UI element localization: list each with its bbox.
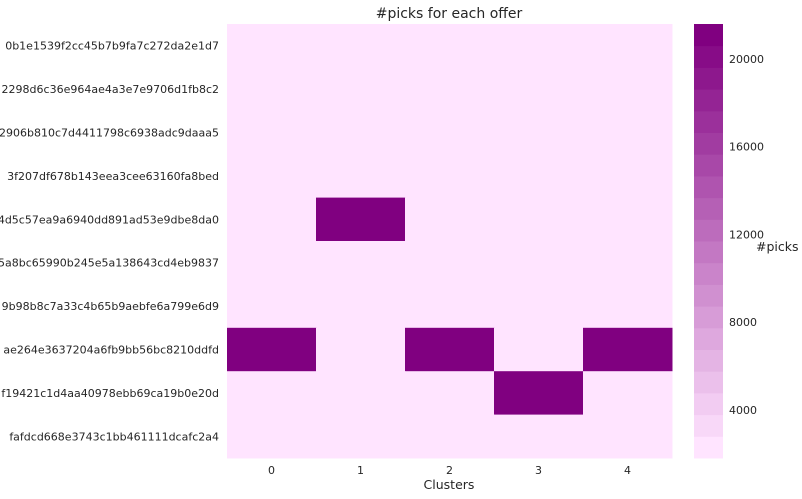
heatmap-cell [583,67,673,112]
colorbar-tick-label: 20000 [729,53,764,66]
x-tick-label: 2 [446,464,453,477]
colorbar-tick-label: 4000 [729,404,757,417]
colorbar-step [694,197,723,220]
heatmap-cell [227,284,317,329]
colorbar-step [694,24,723,47]
colorbar-step [694,306,723,329]
colorbar-step [694,262,723,285]
heatmap-cell [316,154,406,199]
heatmap-cell [227,371,317,416]
heatmap-cell [494,284,584,329]
y-tick-label: 2906b810c7d4411798c6938adc9daaa5 [0,127,219,140]
heatmap-cell [583,371,673,416]
colorbar-step [694,392,723,416]
colorbar-step [694,284,723,307]
heatmap-cell [405,154,495,199]
heatmap-cell [583,241,673,285]
heatmap-cell [227,67,317,112]
x-tick-label: 1 [357,464,364,477]
colorbar-step [694,436,723,459]
heatmap-cell [405,327,495,372]
heatmap-cell [227,110,317,155]
heatmap-cell [583,197,673,242]
heatmap-cell [494,371,584,416]
heatmap-cell [583,24,673,68]
x-tick-labels: 0 1 2 3 4 [268,464,631,477]
y-tick-label: ae264e3637204a6fb9bb56bc8210ddfd [3,344,219,357]
heatmap-cell [316,24,406,68]
heatmap-cell [316,327,406,372]
colorbar-step [694,67,723,90]
y-tick-labels: 0b1e1539f2cc45b7b9fa7c272da2e1d7 2298d6c3… [0,40,219,444]
colorbar-step [694,89,723,112]
colorbar-step [694,371,723,394]
y-tick-label: f19421c1d4aa40978ebb69ca19b0e20d [1,387,219,400]
heatmap-cell [583,110,673,155]
heatmap-cell [405,284,495,329]
heatmap-cell [316,284,406,329]
heatmap-cell [316,414,406,459]
heatmap-cell [405,197,495,242]
heatmap-cell [227,197,317,242]
colorbar-step [694,349,723,372]
x-axis-label: Clusters [424,477,475,492]
heatmap-cell [583,284,673,329]
colorbar-step [694,175,723,199]
colorbar-step [694,219,723,242]
colorbar-step [694,241,723,264]
heatmap-cell [494,67,584,112]
y-tick-label: 3f207df678b143eea3cee63160fa8bed [7,170,219,183]
heatmap-cell [316,67,406,112]
colorbar-tick-label: 16000 [729,141,764,154]
y-tick-label: 9b98b8c7a33c4b65b9aebfe6a799e6d9 [2,300,219,313]
heatmap-cell [405,67,495,112]
heatmap-cell [583,327,673,372]
heatmap-cell [494,414,584,459]
heatmap-cell [583,154,673,199]
colorbar-label: #picks [756,239,799,254]
y-tick-label: 2298d6c36e964ae4a3e7e9706d1fb8c2 [2,83,219,96]
x-tick-label: 3 [535,464,542,477]
y-tick-label: 0b1e1539f2cc45b7b9fa7c272da2e1d7 [5,40,219,53]
heatmap-cell [494,154,584,199]
colorbar-step [694,327,723,350]
heatmap-cell [316,110,406,155]
heatmap-cell [494,327,584,372]
heatmap-cell [316,241,406,285]
heatmap-cell [405,110,495,155]
heatmap-cell [583,414,673,459]
heatmap-cell [227,414,317,459]
heatmap-cells [227,24,673,459]
heatmap-cell [405,414,495,459]
colorbar-tick-label: 12000 [729,228,764,241]
colorbar-step [694,414,723,437]
colorbar-step [694,132,723,155]
heatmap-cell [316,371,406,416]
heatmap-cell [494,197,584,242]
heatmap-cell [316,197,406,242]
y-tick-label: 4d5c57ea9a6940dd891ad53e9dbe8da0 [0,213,219,226]
y-tick-label: 5a8bc65990b245e5a138643cd4eb9837 [0,257,219,270]
heatmap-cell [405,371,495,416]
heatmap-cell [227,154,317,199]
x-tick-label: 4 [624,464,631,477]
colorbar-step [694,45,723,68]
colorbar-tick-label: 8000 [729,316,757,329]
heatmap-cell [494,110,584,155]
chart-title: #picks for each offer [376,6,523,22]
colorbar-step [694,110,723,133]
y-tick-label: fafdcd668e3743c1bb461111dcafc2a4 [9,430,219,443]
x-tick-label: 0 [268,464,275,477]
colorbar-step [694,154,723,177]
heatmap-cell [405,24,495,68]
heatmap-cell [405,241,495,285]
heatmap-cell [494,241,584,285]
heatmap-cell [227,327,317,372]
colorbar-tick-labels: 4000 8000 12000 16000 20000 [729,53,764,417]
heatmap-cell [494,24,584,68]
heatmap-cell [227,24,317,68]
heatmap-cell [227,241,317,285]
colorbar [694,24,723,459]
